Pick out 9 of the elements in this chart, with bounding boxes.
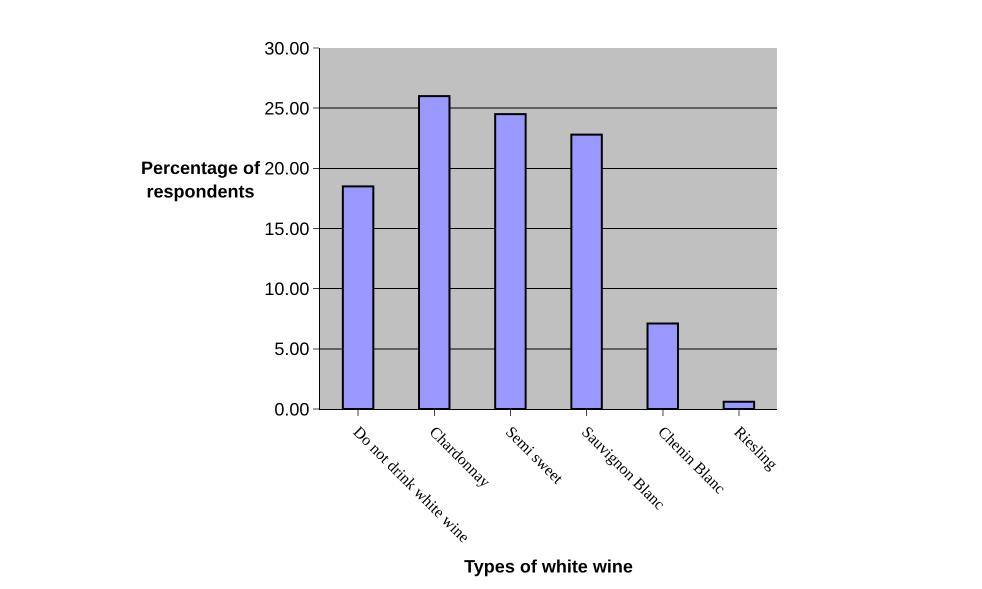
y-tick-label: 25.00 — [264, 98, 310, 118]
y-tick-label: 15.00 — [264, 218, 310, 239]
y-tick-label: 5.00 — [274, 339, 310, 360]
y-tick-label: 10.00 — [264, 278, 310, 299]
y-tick-label: 0.00 — [274, 399, 310, 420]
x-axis-title: Types of white wine — [464, 556, 633, 576]
y-tick-label: 20.00 — [264, 158, 310, 179]
y-axis-title: Percentage of respondents — [141, 158, 262, 202]
y-tick-label: 30.00 — [264, 38, 310, 58]
